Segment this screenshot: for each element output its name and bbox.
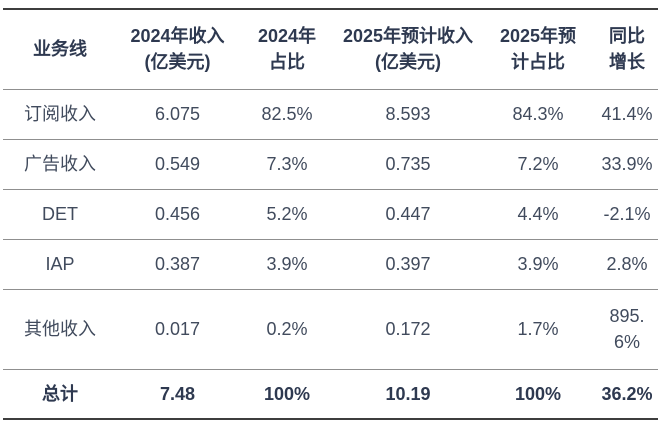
table-header: 业务线 2024年收入 (亿美元) 2024年 占比 2025年预计收入 (亿美元) 2… (3, 9, 658, 90)
value-cell: 0.172 (385, 318, 431, 339)
value-cell: 2.8% (606, 253, 648, 274)
value-cell: 36.2% (601, 383, 653, 404)
value-cell: 84.3% (512, 103, 564, 124)
value-cell: 0.2% (266, 318, 308, 339)
header-cell-4: 2025年预 计占比 (480, 9, 596, 90)
value-cell: 0.017 (154, 318, 201, 339)
value-cell: 33.9% (601, 153, 653, 174)
value-cell: 0.397 (385, 253, 431, 274)
value-cell: 82.5% (261, 103, 313, 124)
value-cell: 5.2% (266, 203, 308, 224)
value-cell: 0.549 (154, 153, 201, 174)
header-cell-2: 2024年 占比 (238, 9, 336, 90)
table-row: 订阅收入 6.075 82.5% 8.593 84.3% 41.4% (3, 89, 658, 139)
total-row: 总计 7.48 100% 10.19 100% 36.2% (3, 369, 658, 419)
value-cell: 0.387 (154, 253, 201, 274)
table-body: 订阅收入 6.075 82.5% 8.593 84.3% 41.4% 广告收入 0.549 7.… (3, 89, 658, 419)
table-row: DET 0.456 5.2% 0.447 4.4% -2.1% (3, 189, 658, 239)
table-row: IAP 0.387 3.9% 0.397 3.9% 2.8% (3, 239, 658, 289)
value-cell: 0.735 (385, 153, 431, 174)
row-label-cell: 其他收入 (24, 318, 96, 339)
value-cell: 0.447 (385, 203, 431, 224)
value-cell: 8.593 (385, 103, 431, 124)
value-cell: 10.19 (385, 383, 431, 404)
value-cell: 7.48 (159, 383, 196, 404)
value-cell: 3.9% (266, 253, 308, 274)
revenue-table: 业务线 2024年收入 (亿美元) 2024年 占比 2025年预计收入 (亿美元) 2… (3, 8, 658, 420)
header-cell-1: 2024年收入 (亿美元) (117, 9, 238, 90)
header-row: 业务线 2024年收入 (亿美元) 2024年 占比 2025年预计收入 (亿美元) 2… (3, 9, 658, 90)
header-cell-3: 2025年预计收入 (亿美元) (336, 9, 480, 90)
value-cell: 0.456 (154, 203, 201, 224)
row-label-cell: 订阅收入 (24, 103, 96, 124)
value-cell: 100% (514, 383, 562, 404)
value-cell: 3.9% (517, 253, 559, 274)
value-cell: -2.1% (603, 203, 651, 224)
row-label-cell: 广告收入 (24, 153, 96, 174)
row-label-cell: DET (42, 203, 78, 224)
value-cell: 100% (263, 383, 311, 404)
value-cell: 4.4% (517, 203, 559, 224)
table-row: 广告收入 0.549 7.3% 0.735 7.2% 33.9% (3, 139, 658, 189)
row-label-cell: 总计 (42, 383, 78, 404)
value-cell: 7.3% (266, 153, 308, 174)
header-cell-0: 业务线 (3, 9, 117, 90)
value-cell: 41.4% (601, 103, 653, 124)
value-cell: 1.7% (517, 318, 559, 339)
value-cell: 895. 6% (609, 305, 645, 352)
table-row: 其他收入 0.017 0.2% 0.172 1.7% 895. 6% (3, 289, 658, 369)
row-label-cell: IAP (45, 253, 75, 274)
value-cell: 6.075 (154, 103, 201, 124)
header-cell-5: 同比 增长 (596, 9, 658, 90)
value-cell: 7.2% (517, 153, 559, 174)
